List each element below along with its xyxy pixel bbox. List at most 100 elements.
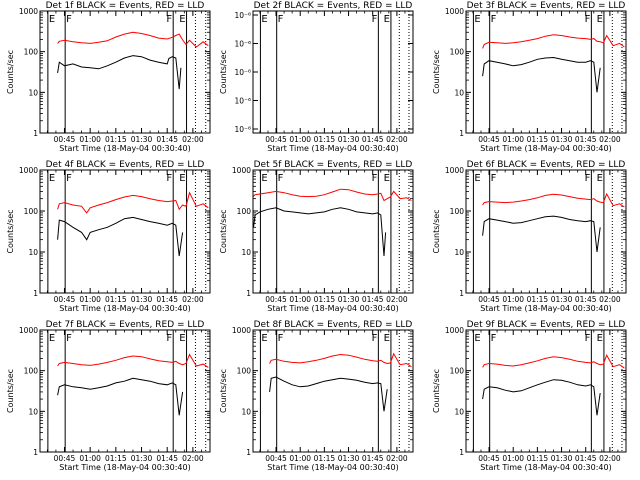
- marker-label-f: F: [166, 173, 172, 184]
- marker-label-f: F: [278, 333, 284, 344]
- y-tick-label: 1: [33, 289, 38, 298]
- y-tick-label: 1: [459, 289, 464, 298]
- x-tick-label: 01:00: [289, 454, 311, 463]
- x-tick-label: 01:45: [156, 454, 178, 463]
- x-axis-label: Start Time (18-May-04 00:30:40): [267, 463, 398, 472]
- x-tick-label: 01:45: [575, 295, 597, 304]
- marker-label-f: F: [372, 173, 378, 184]
- panel-title: Det 8f BLACK = Events, RED = LLD: [254, 320, 413, 330]
- marker-label-f: F: [166, 333, 172, 344]
- x-tick-label: 01:15: [105, 454, 127, 463]
- plot-frame: [465, 169, 627, 294]
- y-tick-label: 10⁻⁶: [234, 125, 251, 134]
- marker-label-e: E: [597, 333, 603, 344]
- y-tick-label: 1000: [445, 326, 464, 335]
- series-line-lld: [253, 188, 412, 202]
- y-tick-label: 1000: [19, 7, 38, 16]
- y-tick-label: 1: [33, 448, 38, 457]
- marker-label-e: E: [261, 173, 267, 184]
- marker-label-e: E: [49, 14, 55, 25]
- x-tick-label: 01:30: [551, 135, 573, 144]
- x-axis-label: Start Time (18-May-04 00:30:40): [480, 463, 611, 472]
- series-line-lld: [57, 31, 209, 48]
- x-tick-label: 01:00: [79, 454, 101, 463]
- panel-det-2: Det 2f BLACK = Events, RED = LLD10⁻⁶10⁻⁶…: [219, 1, 414, 153]
- y-tick-label: 100: [237, 367, 252, 376]
- series-line-events: [57, 55, 182, 90]
- marker-label-f: F: [66, 14, 72, 25]
- marker-label-f: F: [585, 333, 591, 344]
- marker-label-f: F: [372, 14, 378, 25]
- x-tick-label: 00:45: [54, 295, 76, 304]
- marker-label-e: E: [474, 173, 480, 184]
- marker-label-e: E: [384, 173, 390, 184]
- x-tick-label: 02:00: [386, 454, 408, 463]
- series-line-lld: [57, 353, 209, 368]
- y-axis-label: Counts/sec: [6, 209, 15, 253]
- y-tick-label: 10: [28, 248, 38, 257]
- panel-det-1: Det 1f BLACK = Events, RED = LLD 1 10 100 10…: [6, 1, 211, 153]
- y-tick-label: 10: [454, 407, 464, 416]
- panel-title: Det 6f BLACK = Events, RED = LLD: [467, 160, 626, 170]
- y-tick-label: 100: [450, 367, 465, 376]
- y-axis-label: Counts/sec: [432, 209, 441, 253]
- panel-title: Det 5f BLACK = Events, RED = LLD: [254, 160, 413, 170]
- x-tick-label: 01:15: [105, 295, 127, 304]
- series-line-lld: [269, 352, 412, 368]
- x-tick-label: 01:45: [156, 135, 178, 144]
- y-tick-label: 100: [24, 48, 39, 57]
- y-tick-label: 10: [28, 407, 38, 416]
- x-axis-label: Start Time (18-May-04 00:30:40): [59, 463, 190, 472]
- series-line-lld: [482, 34, 625, 49]
- series-line-events: [482, 56, 601, 93]
- x-tick-label: 01:45: [362, 135, 384, 144]
- x-tick-label: 01:30: [131, 135, 153, 144]
- x-tick-label: 01:00: [79, 135, 101, 144]
- panel-det-9: Det 9f BLACK = Events, RED = LLD 1 10 100 10…: [432, 320, 627, 472]
- marker-label-f: F: [491, 333, 497, 344]
- y-tick-label: 10⁻⁶: [234, 97, 251, 106]
- series-line-lld: [57, 191, 209, 214]
- x-axis-label: Start Time (18-May-04 00:30:40): [480, 144, 611, 153]
- panel-title: Det 3f BLACK = Events, RED = LLD: [467, 1, 626, 11]
- y-tick-label: 1: [459, 129, 464, 138]
- y-tick-label: 1000: [445, 166, 464, 175]
- marker-label-e: E: [49, 173, 55, 184]
- panel-title: Det 4f BLACK = Events, RED = LLD: [46, 160, 205, 170]
- series-line-lld: [482, 192, 625, 208]
- y-tick-label: 10: [454, 248, 464, 257]
- x-tick-label: 01:15: [314, 135, 336, 144]
- series-line-events: [482, 215, 601, 253]
- y-axis-label: Counts/sec: [6, 369, 15, 413]
- marker-label-e: E: [179, 14, 185, 25]
- marker-label-f: F: [166, 14, 172, 25]
- x-tick-label: 01:00: [502, 135, 524, 144]
- x-tick-label: 02:00: [182, 295, 204, 304]
- marker-label-e: E: [597, 14, 603, 25]
- x-axis-label: Start Time (18-May-04 00:30:40): [59, 304, 190, 313]
- y-axis-label: Counts/sec: [219, 50, 228, 94]
- marker-label-f: F: [278, 173, 284, 184]
- plot-frame: [465, 10, 627, 134]
- series-line-events: [482, 379, 601, 416]
- x-tick-label: 02:00: [599, 295, 621, 304]
- y-tick-label: 10⁻⁶: [234, 11, 251, 20]
- series-line-events: [57, 377, 184, 416]
- x-axis-label: Start Time (18-May-04 00:30:40): [267, 304, 398, 313]
- x-tick-label: 01:15: [527, 454, 549, 463]
- x-tick-label: 00:45: [265, 454, 287, 463]
- marker-label-e: E: [49, 333, 55, 344]
- y-tick-label: 10⁻⁶: [234, 40, 251, 49]
- x-tick-label: 01:30: [131, 295, 153, 304]
- panel-det-7: Det 7f BLACK = Events, RED = LLD 1 10 100 10…: [6, 320, 211, 472]
- x-tick-label: 01:15: [105, 135, 127, 144]
- marker-label-e: E: [261, 333, 267, 344]
- y-tick-label: 100: [24, 367, 39, 376]
- panel-det-6: Det 6f BLACK = Events, RED = LLD 1 10 100 10…: [432, 160, 627, 313]
- marker-label-f: F: [66, 173, 72, 184]
- y-tick-label: 10: [241, 248, 251, 257]
- y-axis-label: Counts/sec: [6, 50, 15, 94]
- series-line-lld: [482, 354, 625, 369]
- marker-label-f: F: [491, 173, 497, 184]
- panel-title: Det 9f BLACK = Events, RED = LLD: [467, 320, 626, 330]
